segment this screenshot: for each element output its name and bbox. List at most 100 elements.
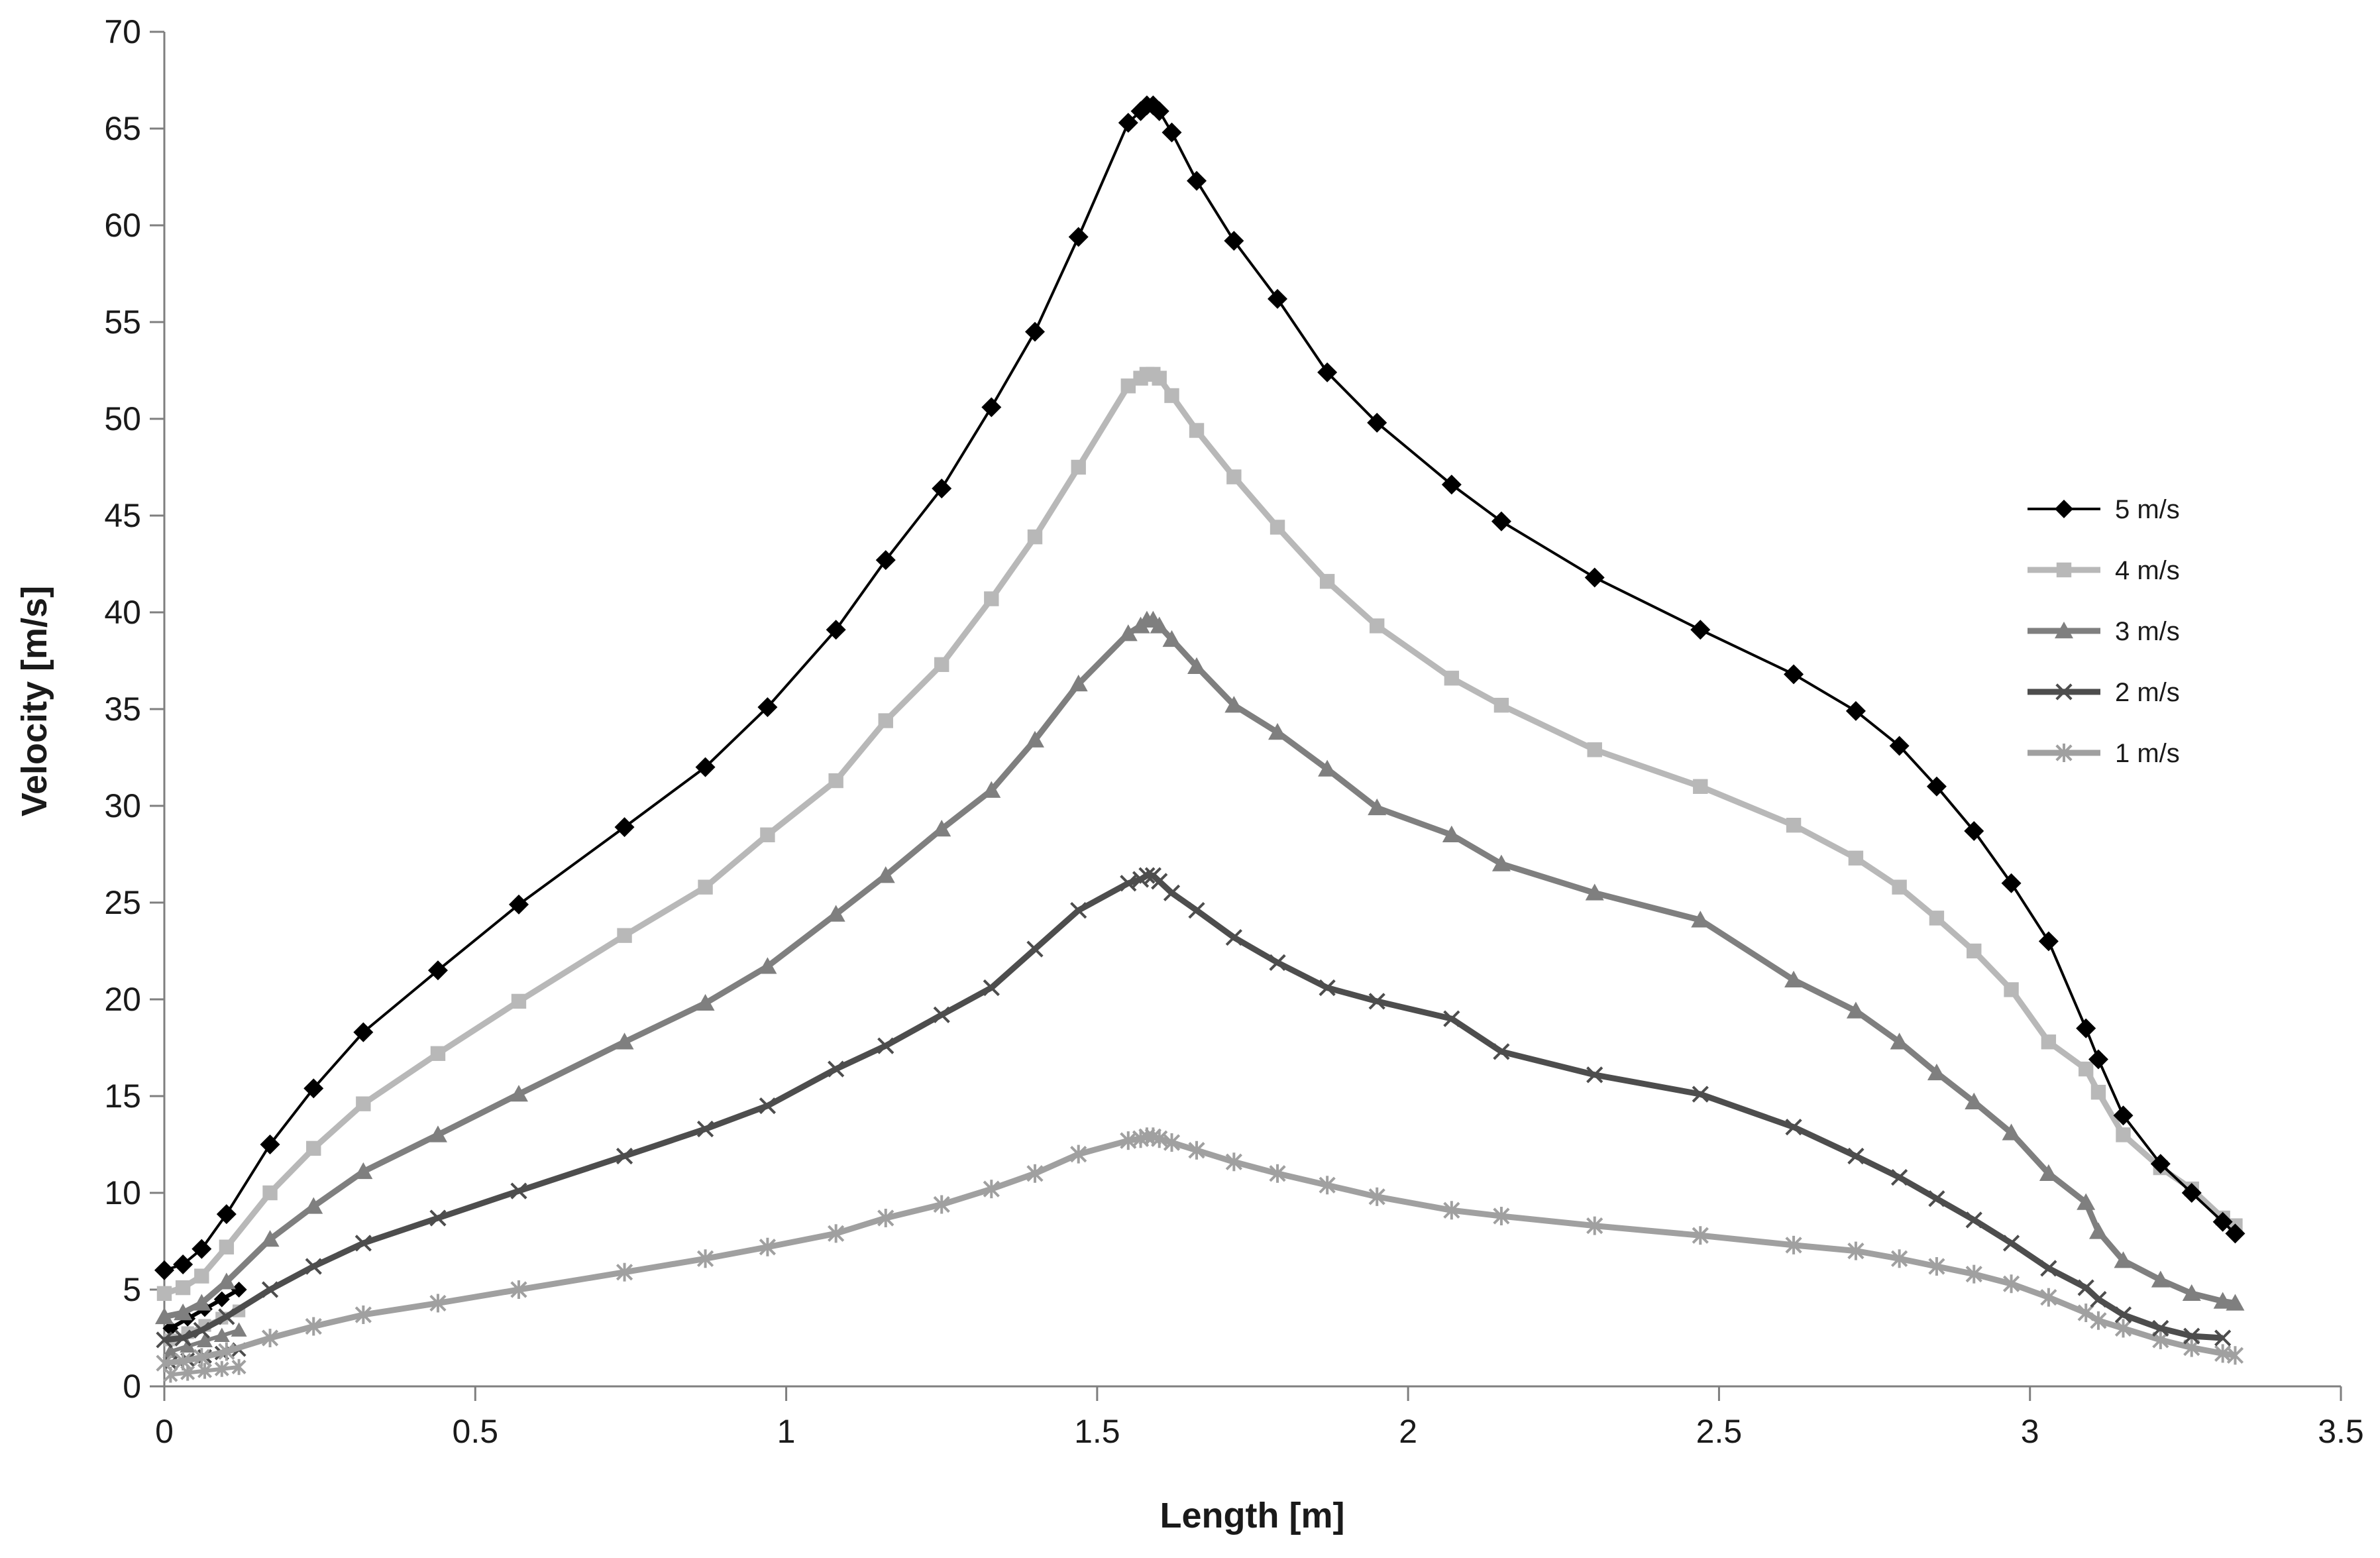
data-point — [1370, 618, 1385, 634]
data-point — [1026, 730, 1044, 748]
data-point — [695, 757, 716, 777]
data-point — [1965, 1264, 1982, 1284]
data-point — [2116, 1127, 2131, 1142]
y-tick-label: 60 — [104, 207, 141, 244]
data-point — [193, 1321, 210, 1339]
data-point — [1693, 779, 1708, 794]
y-tick-label: 25 — [104, 884, 141, 921]
data-point — [154, 1260, 174, 1280]
data-point — [828, 1224, 845, 1243]
data-point — [1187, 170, 1207, 191]
data-point — [1225, 1152, 1242, 1172]
data-point — [826, 620, 846, 640]
data-point — [192, 1294, 211, 1311]
data-point — [261, 1281, 279, 1298]
data-point — [2182, 1284, 2201, 1302]
data-point — [983, 1180, 1000, 1199]
data-point — [826, 905, 845, 922]
data-point — [2225, 1223, 2245, 1244]
data-point — [1928, 1256, 1945, 1276]
data-point — [1845, 700, 1866, 721]
data-point — [1163, 884, 1181, 902]
x-axis-title: Length [m] — [1160, 1496, 1345, 1535]
y-tick-label: 65 — [104, 110, 141, 147]
data-point — [354, 1305, 372, 1324]
data-point — [218, 1308, 235, 1325]
data-point — [616, 1147, 633, 1165]
data-point — [1442, 825, 1461, 842]
data-point — [2002, 1274, 2020, 1294]
data-point — [175, 1280, 191, 1296]
data-point — [1319, 979, 1336, 997]
series-line — [164, 103, 2236, 1272]
data-point — [218, 1342, 235, 1361]
data-point — [2055, 500, 2073, 518]
data-point — [1785, 1119, 1802, 1136]
data-point — [1152, 370, 1167, 386]
data-point — [174, 1329, 191, 1347]
data-point — [2078, 1061, 2094, 1077]
data-point — [1784, 970, 1804, 987]
data-point — [1164, 388, 1179, 404]
data-point — [1187, 657, 1207, 674]
data-point — [2114, 1251, 2133, 1268]
data-point — [1965, 1092, 1984, 1109]
data-point — [1891, 1249, 1908, 1268]
x-tick-label: 0 — [155, 1413, 174, 1450]
data-point — [510, 1280, 527, 1299]
data-point — [983, 979, 1000, 997]
legend-label: 2 m/s — [2115, 678, 2180, 707]
data-point — [1889, 736, 1910, 756]
data-point — [1319, 1176, 1336, 1195]
data-point — [1162, 122, 1182, 142]
data-point — [2113, 1105, 2134, 1126]
data-point — [2055, 744, 2073, 762]
data-point — [2055, 622, 2073, 639]
data-point — [2056, 562, 2072, 578]
data-point — [174, 1304, 193, 1321]
data-point — [1189, 423, 1205, 438]
data-point — [2004, 982, 2019, 997]
data-point — [231, 1322, 247, 1337]
legend-entry: 5 m/s — [2028, 495, 2180, 524]
data-point — [260, 1230, 280, 1247]
legend-entry: 2 m/s — [2028, 678, 2180, 707]
data-point — [1928, 1190, 1945, 1207]
y-tick-label: 50 — [104, 400, 141, 437]
data-point — [262, 1185, 278, 1201]
data-point — [162, 1343, 179, 1359]
data-point — [219, 1239, 235, 1254]
legend-entry: 1 m/s — [2028, 739, 2180, 768]
legend-label: 5 m/s — [2115, 495, 2180, 524]
data-point — [429, 1294, 447, 1313]
series-3-m-s — [155, 610, 2245, 1325]
data-point — [1443, 1010, 1460, 1027]
data-point — [615, 1032, 634, 1050]
data-point — [214, 1361, 229, 1377]
data-point — [984, 591, 999, 606]
data-point — [306, 1141, 321, 1156]
data-point — [759, 1097, 777, 1115]
data-point — [877, 1208, 894, 1227]
data-point — [2001, 873, 2022, 893]
data-point — [1269, 1164, 1286, 1183]
data-point — [1149, 101, 1169, 121]
data-point — [156, 1353, 173, 1372]
data-point — [1071, 459, 1086, 475]
y-axis-title: Velocity [m/s] — [15, 586, 54, 816]
data-point — [1493, 1207, 1510, 1226]
data-point — [1151, 1129, 1168, 1148]
data-point — [2041, 1034, 2057, 1050]
data-point — [2214, 1329, 2232, 1347]
data-point — [1026, 940, 1044, 958]
data-point — [2150, 1154, 2171, 1174]
data-point — [2039, 1164, 2058, 1181]
data-point — [1443, 1201, 1460, 1220]
series-line — [164, 872, 2223, 1343]
x-tick-label: 2 — [1399, 1413, 1417, 1450]
data-point — [1847, 1147, 1865, 1165]
data-point — [759, 1237, 777, 1256]
data-point — [260, 1135, 280, 1154]
data-point — [2212, 1211, 2233, 1232]
y-tick-label: 15 — [104, 1078, 141, 1115]
